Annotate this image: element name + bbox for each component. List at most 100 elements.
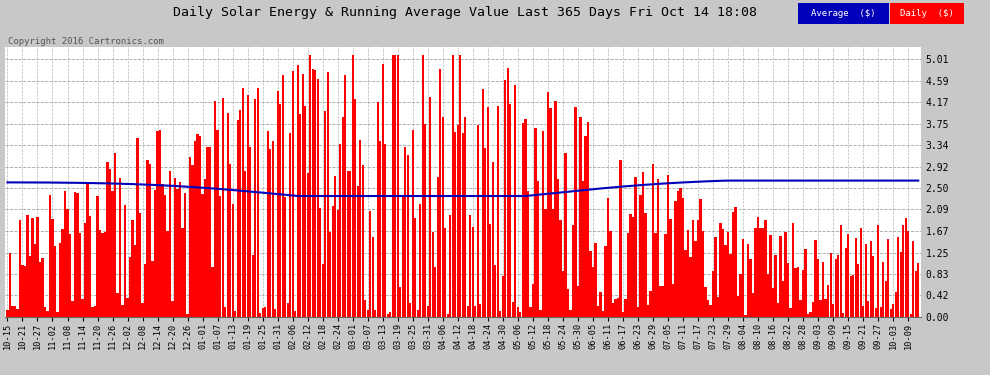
- Bar: [392, 55, 394, 317]
- Bar: [872, 256, 874, 317]
- Bar: [24, 266, 26, 317]
- Bar: [892, 304, 894, 317]
- Bar: [567, 289, 569, 317]
- Bar: [119, 178, 121, 317]
- Bar: [229, 164, 232, 317]
- Bar: [404, 147, 407, 317]
- Bar: [114, 153, 116, 317]
- Bar: [627, 233, 629, 317]
- Bar: [556, 179, 559, 317]
- Bar: [807, 314, 809, 317]
- Bar: [609, 231, 612, 317]
- Bar: [832, 304, 835, 317]
- Bar: [324, 111, 327, 317]
- Bar: [847, 234, 849, 317]
- Bar: [32, 218, 34, 317]
- Bar: [644, 213, 646, 317]
- Bar: [34, 244, 36, 317]
- Bar: [151, 261, 153, 317]
- Bar: [299, 114, 301, 317]
- Bar: [540, 310, 542, 317]
- Bar: [842, 313, 844, 317]
- Bar: [174, 178, 176, 317]
- Bar: [279, 104, 281, 317]
- Bar: [247, 95, 248, 317]
- Bar: [64, 191, 66, 317]
- Bar: [451, 55, 454, 317]
- Bar: [579, 117, 581, 317]
- Bar: [342, 117, 344, 317]
- Bar: [191, 165, 194, 317]
- Bar: [817, 260, 820, 317]
- Bar: [810, 312, 812, 317]
- Bar: [635, 177, 637, 317]
- Bar: [147, 160, 148, 317]
- Bar: [356, 186, 358, 317]
- Bar: [546, 92, 549, 317]
- Bar: [915, 271, 917, 317]
- Bar: [682, 198, 684, 317]
- Bar: [517, 307, 519, 317]
- Bar: [27, 215, 29, 317]
- Bar: [669, 219, 671, 317]
- Bar: [464, 117, 466, 317]
- Bar: [19, 220, 21, 317]
- Bar: [625, 299, 627, 317]
- Bar: [599, 292, 602, 317]
- Bar: [6, 310, 9, 317]
- Bar: [522, 123, 524, 317]
- Bar: [397, 55, 399, 317]
- Bar: [737, 296, 740, 317]
- Bar: [427, 306, 429, 317]
- Bar: [859, 228, 861, 317]
- Bar: [740, 274, 742, 317]
- Bar: [864, 244, 867, 317]
- Bar: [617, 297, 619, 317]
- Bar: [409, 303, 412, 317]
- Bar: [284, 196, 286, 317]
- Bar: [346, 171, 348, 317]
- Bar: [440, 69, 442, 317]
- Text: Daily Solar Energy & Running Average Value Last 365 Days Fri Oct 14 18:08: Daily Solar Energy & Running Average Val…: [173, 6, 757, 19]
- Text: Copyright 2016 Cartronics.com: Copyright 2016 Cartronics.com: [8, 38, 163, 46]
- Bar: [840, 225, 842, 317]
- Bar: [74, 192, 76, 317]
- Bar: [61, 229, 63, 317]
- Bar: [117, 293, 119, 317]
- Bar: [424, 124, 427, 317]
- Bar: [802, 270, 804, 317]
- Bar: [402, 197, 404, 317]
- Bar: [154, 189, 156, 317]
- Bar: [304, 106, 306, 317]
- Bar: [389, 312, 391, 317]
- Bar: [659, 286, 661, 317]
- Bar: [122, 305, 124, 317]
- Bar: [774, 255, 777, 317]
- Bar: [212, 267, 214, 317]
- Bar: [712, 271, 714, 317]
- Bar: [227, 113, 229, 317]
- Bar: [109, 168, 111, 317]
- Bar: [369, 211, 371, 317]
- Bar: [256, 88, 258, 317]
- Bar: [762, 228, 764, 317]
- Bar: [384, 144, 386, 317]
- Bar: [430, 97, 432, 317]
- Bar: [379, 141, 381, 317]
- Bar: [910, 314, 912, 317]
- Bar: [22, 265, 24, 317]
- Bar: [694, 241, 697, 317]
- Bar: [825, 298, 827, 317]
- Bar: [307, 173, 309, 317]
- Bar: [181, 228, 184, 317]
- Bar: [56, 312, 58, 317]
- Bar: [514, 85, 517, 317]
- Bar: [744, 315, 746, 317]
- Bar: [261, 308, 263, 317]
- Bar: [237, 120, 239, 317]
- Bar: [456, 125, 459, 317]
- Bar: [849, 276, 851, 317]
- Bar: [574, 107, 576, 317]
- Bar: [537, 182, 539, 317]
- Bar: [194, 141, 196, 317]
